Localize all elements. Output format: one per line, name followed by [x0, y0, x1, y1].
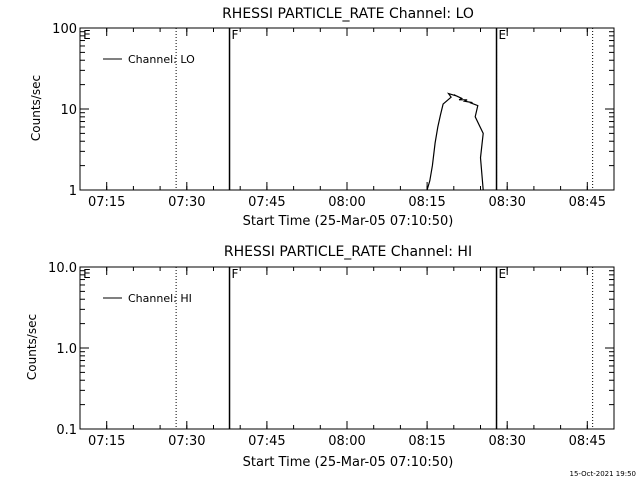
- hi-marker-label: F: [232, 267, 239, 281]
- hi-marker-label: E: [83, 267, 91, 281]
- lo-series-line: [426, 92, 484, 191]
- hi-x-tick-label: 07:45: [248, 434, 285, 449]
- lo-x-tick-label: 07:15: [88, 195, 125, 210]
- hi-y-tick-label: 0.1: [56, 423, 77, 438]
- footer-timestamp: 15-Oct-2021 19:50: [570, 470, 636, 478]
- lo-legend-label: Channel: LO: [128, 53, 195, 66]
- lo-marker-label: F: [232, 28, 239, 42]
- lo-marker-label: E: [83, 28, 91, 42]
- lo-marker-label: E: [499, 28, 507, 42]
- lo-y-tick-label: 100: [52, 22, 77, 37]
- lo-y-tick-label: 10: [60, 103, 77, 118]
- hi-x-tick-label: 08:45: [569, 434, 606, 449]
- hi-y-tick-label: 1.0: [56, 342, 77, 357]
- lo-x-axis-label: Start Time (25-Mar-05 07:10:50): [243, 214, 454, 229]
- hi-y-tick-label: 10.0: [48, 261, 77, 276]
- hi-x-tick-label: 07:30: [168, 434, 205, 449]
- hi-chart-title: RHESSI PARTICLE_RATE Channel: HI: [224, 244, 472, 260]
- lo-x-tick-label: 08:30: [488, 195, 525, 210]
- hi-x-tick-label: 08:30: [488, 434, 525, 449]
- lo-y-tick-label: 1: [69, 184, 77, 199]
- hi-marker-label: E: [499, 267, 507, 281]
- lo-y-axis-label: Counts/sec: [29, 75, 43, 141]
- hi-x-tick-label: 07:15: [88, 434, 125, 449]
- lo-x-tick-label: 08:45: [569, 195, 606, 210]
- hi-legend-label: Channel: HI: [128, 292, 192, 305]
- lo-x-tick-label: 07:30: [168, 195, 205, 210]
- lo-channel-panel: RHESSI PARTICLE_RATE Channel: LO Start T…: [29, 6, 615, 229]
- hi-x-tick-label: 08:15: [408, 434, 445, 449]
- hi-channel-panel: RHESSI PARTICLE_RATE Channel: HI Start T…: [25, 244, 615, 470]
- hi-x-axis-label: Start Time (25-Mar-05 07:10:50): [243, 455, 454, 470]
- lo-x-tick-label: 07:45: [248, 195, 285, 210]
- lo-chart-title: RHESSI PARTICLE_RATE Channel: LO: [222, 6, 474, 22]
- lo-x-tick-label: 08:00: [328, 195, 365, 210]
- lo-x-tick-label: 08:15: [408, 195, 445, 210]
- hi-x-tick-label: 08:00: [328, 434, 365, 449]
- hi-y-axis-label: Counts/sec: [25, 314, 39, 380]
